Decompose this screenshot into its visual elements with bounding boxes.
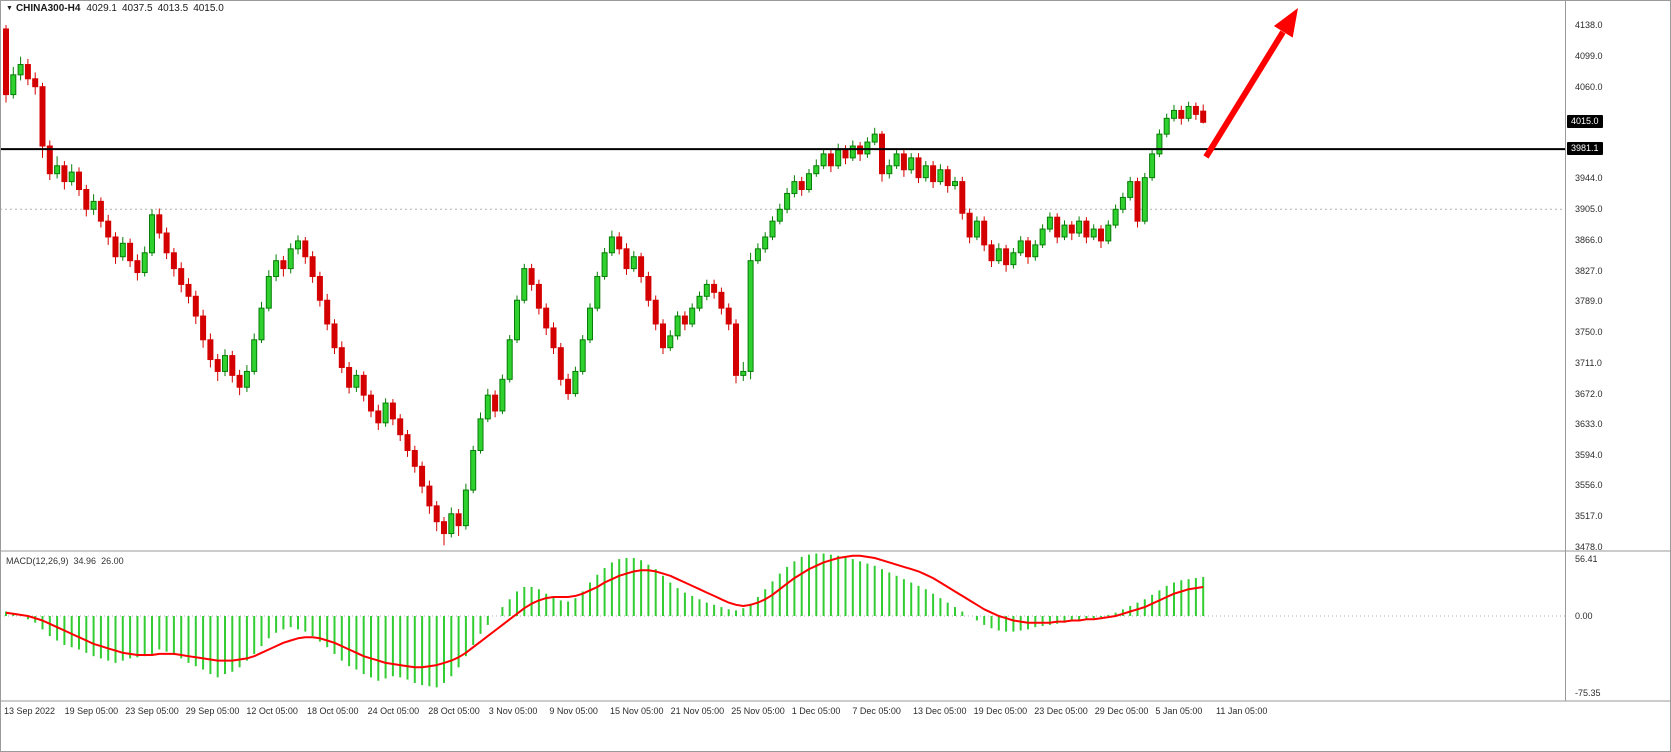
price-axis-label: 3944.0 [1575,173,1603,184]
time-label: 3 Nov 05:00 [488,706,538,716]
ohlc-low: 4013.5 [157,3,189,14]
ohlc-open: 4029.1 [86,3,117,14]
time-label: 19 Sep 05:00 [64,706,119,716]
price-axis-label: 3750.0 [1575,326,1603,337]
price-axis-label: 3866.0 [1575,235,1603,246]
price-axis-label: 3478.0 [1575,542,1603,552]
price-axis[interactable]: 4138.0 4099.0 4060.0 3944.0 3905.0 3866.0 3827… [1566,0,1671,701]
symbol-marker-icon: ▼ [6,5,13,12]
price-axis-label: 3517.0 [1575,511,1603,522]
current-price-tag: 4015.0 [1567,115,1603,129]
price-axis-label: 3633.0 [1575,419,1603,430]
price-axis-label: 3827.0 [1575,265,1603,276]
symbol-title: CHINA300-H4 [15,3,81,14]
time-label: 7 Dec 05:00 [852,706,901,716]
symbol-header: ▼ CHINA300-H4 4029.1 4037.5 4013.5 4015.0 [6,3,229,14]
time-label: 24 Oct 05:00 [367,706,420,716]
time-label: 12 Oct 05:00 [246,706,298,716]
price-axis-label: 3594.0 [1575,450,1603,461]
price-axis-label: 3556.0 [1575,480,1603,491]
time-label: 1 Dec 05:00 [791,706,841,716]
time-label: 15 Nov 05:00 [610,706,664,716]
time-label: 19 Dec 05:00 [973,706,1028,716]
time-label: 23 Dec 05:00 [1034,706,1088,716]
time-label: 11 Jan 05:00 [1216,706,1268,716]
time-axis[interactable]: 13 Sep 2022 19 Sep 05:00 23 Sep 05:00 29 Se… [0,703,1671,723]
price-axis-label: 3711.0 [1575,357,1602,368]
price-axis-label: 4138.0 [1575,20,1603,30]
price-axis-label: 4099.0 [1575,50,1603,61]
ohlc-close: 4015.0 [193,3,224,14]
macd-axis-label: 56.41 [1575,554,1598,564]
macd-axis-label: 0.00 [1575,611,1593,621]
time-label: 23 Sep 05:00 [125,706,179,716]
time-label: 21 Nov 05:00 [670,706,725,716]
time-label: 25 Nov 05:00 [731,706,785,716]
time-label: 28 Oct 05:00 [428,706,480,716]
time-label: 13 Dec 05:00 [913,706,967,716]
macd-indicator-label: MACD(12,26,9) 34.96 26.00 [6,556,124,566]
macd-signal-value: 26.00 [101,556,124,566]
ohlc-high: 4037.5 [122,3,153,14]
line-price-tag: 3981.1 [1567,142,1603,156]
time-label: 9 Nov 05:00 [549,706,598,716]
price-axis-label: 3905.0 [1575,204,1603,215]
time-label: 18 Oct 05:00 [307,706,359,716]
time-label: 13 Sep 2022 [4,706,56,716]
time-label: 29 Sep 05:00 [185,706,240,716]
price-axis-label: 3789.0 [1575,296,1603,307]
macd-axis-label: -75.35 [1575,688,1601,698]
macd-value: 34.96 [73,556,97,566]
price-axis-label: 4060.0 [1575,81,1603,92]
macd-name: MACD(12,26,9) [6,556,69,566]
macd-histogram [5,553,1205,688]
time-label: 29 Dec 05:00 [1094,706,1149,716]
macd-signal-line [5,554,1204,669]
time-label: 5 Jan 05:00 [1155,706,1203,716]
trend-arrow[interactable] [1203,8,1298,159]
price-axis-label: 3672.0 [1575,388,1603,399]
candles-layer [3,25,1207,546]
